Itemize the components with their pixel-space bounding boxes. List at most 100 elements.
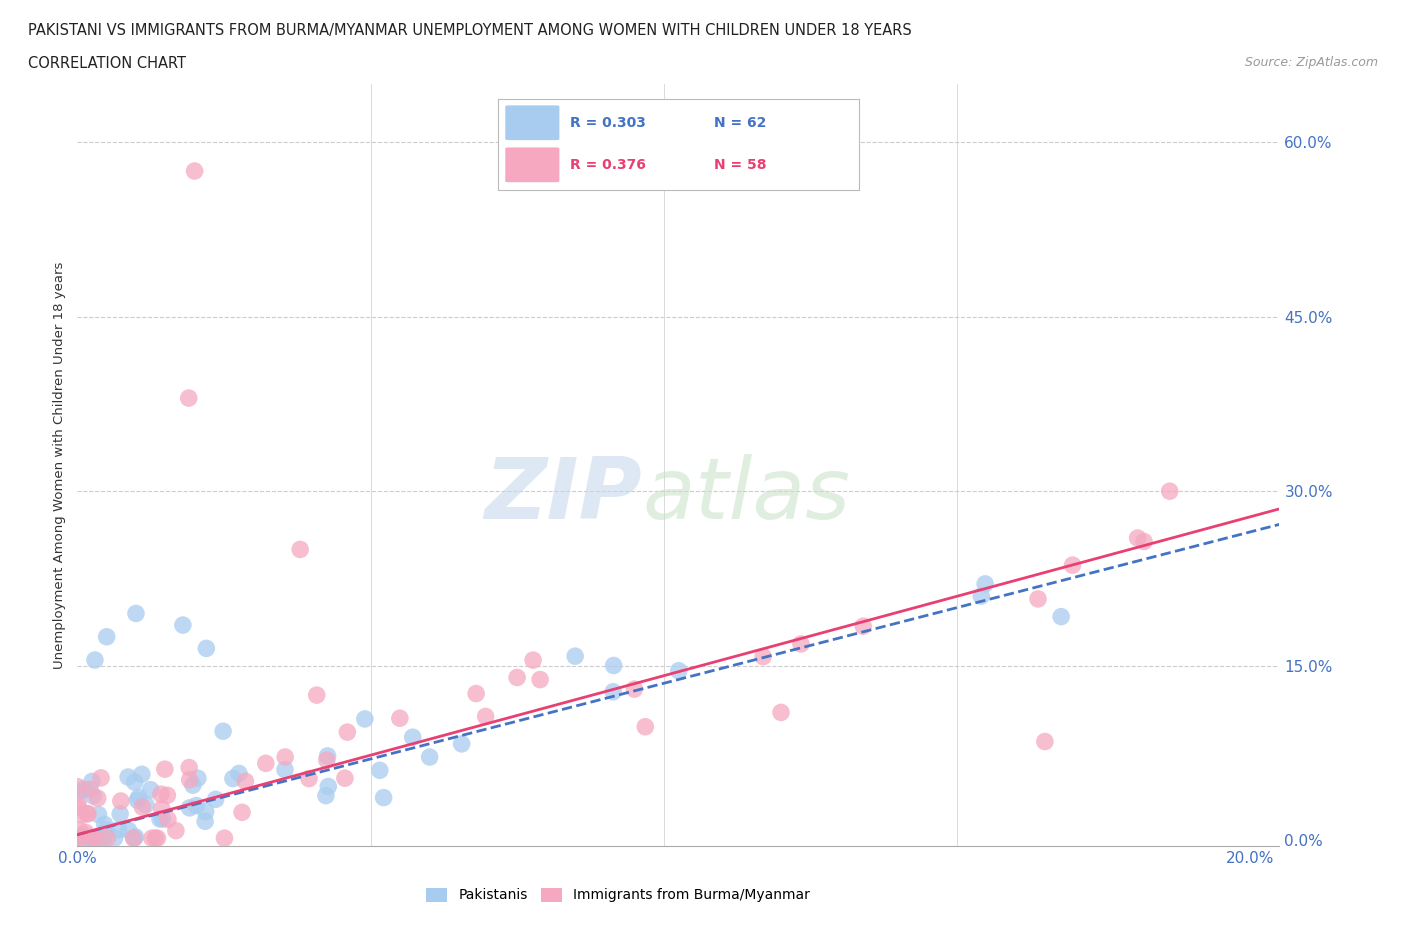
Point (1062, 558, 1084, 573)
Point (450, 737, 472, 751)
Point (82, 789, 104, 804)
Text: Source: ZipAtlas.com: Source: ZipAtlas.com (1244, 56, 1378, 69)
Point (316, 779, 339, 794)
Point (316, 749, 339, 764)
Point (204, 791, 226, 806)
Point (122, 830, 145, 845)
Point (117, 770, 139, 785)
Point (564, 649, 586, 664)
Point (150, 812, 173, 827)
Point (172, 618, 194, 632)
Point (634, 719, 657, 734)
Point (305, 687, 328, 702)
Point (274, 763, 297, 777)
Point (131, 767, 153, 782)
Point (108, 806, 131, 821)
Point (77, 806, 100, 821)
Point (94, 822, 117, 837)
Point (274, 750, 297, 764)
Point (80, 830, 103, 845)
Point (77, 830, 100, 845)
Point (89, 830, 111, 845)
Point (790, 636, 813, 651)
Point (69, 830, 91, 845)
Point (368, 763, 391, 777)
Point (1026, 591, 1049, 606)
Point (156, 788, 179, 803)
Point (288, 542, 311, 557)
Point (769, 705, 792, 720)
Point (80, 774, 103, 789)
Point (181, 777, 204, 792)
Point (752, 649, 775, 664)
Point (970, 589, 993, 604)
Point (153, 762, 176, 777)
Point (70, 807, 93, 822)
Point (522, 653, 544, 668)
Point (79, 830, 101, 845)
Point (124, 775, 146, 790)
Text: ZIP: ZIP (485, 454, 643, 537)
Point (66, 795, 89, 810)
Point (67, 830, 90, 845)
Point (852, 618, 875, 633)
Point (93, 817, 115, 832)
Point (602, 684, 624, 699)
Point (143, 830, 166, 845)
Point (179, 772, 201, 787)
Point (117, 823, 139, 838)
Text: atlas: atlas (643, 454, 851, 537)
Point (66, 779, 89, 794)
Point (127, 792, 149, 807)
Point (82, 830, 104, 845)
Point (67, 830, 90, 845)
Point (122, 830, 145, 845)
Point (79, 782, 101, 797)
Point (298, 771, 321, 786)
Point (419, 750, 441, 764)
Point (465, 686, 488, 701)
Point (75, 825, 97, 840)
Point (1033, 734, 1056, 749)
Point (69, 830, 91, 845)
Point (75, 830, 97, 845)
Point (72, 782, 94, 797)
Point (974, 577, 997, 591)
Text: PAKISTANI VS IMMIGRANTS FROM BURMA/MYANMAR UNEMPLOYMENT AMONG WOMEN WITH CHILDRE: PAKISTANI VS IMMIGRANTS FROM BURMA/MYANM… (28, 23, 912, 38)
Point (141, 830, 163, 845)
Point (179, 760, 201, 775)
Point (506, 670, 529, 684)
Point (150, 787, 173, 802)
Point (84, 653, 107, 668)
Point (96, 830, 118, 845)
Point (195, 641, 218, 656)
Point (315, 752, 337, 767)
Point (228, 766, 250, 781)
Legend: Pakistanis, Immigrants from Burma/Myanmar: Pakistanis, Immigrants from Burma/Myanma… (420, 882, 815, 908)
Point (110, 793, 132, 808)
Point (333, 771, 356, 786)
Point (67, 822, 90, 837)
Point (146, 830, 169, 845)
Point (1126, 531, 1149, 546)
Point (1133, 534, 1156, 549)
Point (87, 790, 110, 805)
Point (103, 830, 125, 845)
Text: CORRELATION CHART: CORRELATION CHART (28, 56, 186, 71)
Point (139, 782, 162, 797)
Point (668, 663, 690, 678)
Point (194, 814, 217, 829)
Point (125, 606, 148, 621)
Point (602, 658, 624, 673)
Point (474, 709, 496, 724)
Point (529, 672, 551, 687)
Point (90, 770, 112, 785)
Point (67, 785, 90, 800)
Point (183, 164, 205, 179)
Point (177, 391, 200, 405)
Point (75, 828, 97, 843)
Point (86, 830, 108, 845)
Point (388, 711, 411, 725)
Point (187, 771, 209, 786)
Point (1050, 609, 1073, 624)
